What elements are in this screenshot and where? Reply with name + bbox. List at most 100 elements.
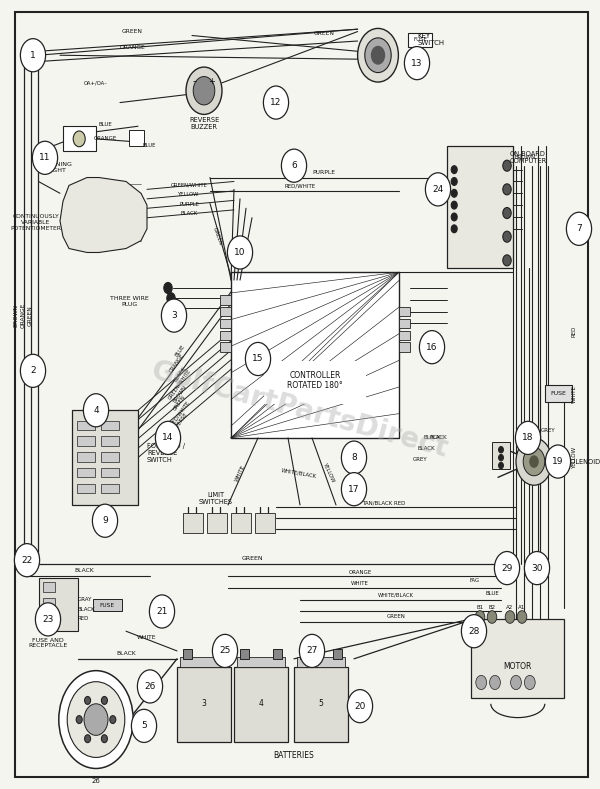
FancyBboxPatch shape [77, 468, 95, 477]
FancyBboxPatch shape [101, 452, 119, 462]
Circle shape [32, 141, 58, 174]
FancyBboxPatch shape [183, 649, 192, 659]
FancyBboxPatch shape [399, 319, 410, 328]
Circle shape [451, 213, 457, 221]
Text: 18: 18 [522, 433, 534, 443]
Circle shape [20, 39, 46, 72]
Circle shape [524, 675, 535, 690]
FancyBboxPatch shape [220, 295, 231, 305]
Text: BLUE: BLUE [143, 144, 156, 148]
FancyBboxPatch shape [101, 484, 119, 493]
Text: GREY: GREY [541, 428, 555, 432]
Text: BLACK: BLACK [78, 607, 95, 611]
Text: 9: 9 [102, 516, 108, 525]
Text: BLACK: BLACK [181, 211, 197, 216]
Text: KEY
SWITCH: KEY SWITCH [417, 33, 444, 46]
Text: BLACK: BLACK [116, 651, 136, 656]
Circle shape [281, 149, 307, 182]
Text: 5: 5 [141, 721, 147, 731]
Text: RED/WHITE: RED/WHITE [170, 399, 190, 426]
Text: 8: 8 [351, 453, 357, 462]
FancyBboxPatch shape [129, 130, 144, 146]
Text: REVERSE: REVERSE [171, 411, 189, 433]
Circle shape [451, 189, 457, 197]
Circle shape [503, 255, 511, 266]
Circle shape [451, 178, 457, 185]
Text: GREEN: GREEN [28, 305, 32, 326]
FancyBboxPatch shape [177, 667, 231, 742]
Text: GREEN: GREEN [122, 29, 142, 34]
Text: BROWN: BROWN [514, 155, 536, 160]
FancyBboxPatch shape [220, 319, 231, 328]
Text: OA+/OA–: OA+/OA– [84, 80, 108, 85]
FancyBboxPatch shape [77, 452, 95, 462]
Text: WHITE: WHITE [234, 464, 246, 483]
Text: 15: 15 [252, 354, 264, 364]
FancyBboxPatch shape [220, 342, 231, 352]
Circle shape [371, 46, 385, 65]
Circle shape [84, 704, 108, 735]
Circle shape [92, 504, 118, 537]
Text: A2: A2 [506, 605, 514, 610]
Circle shape [461, 615, 487, 648]
Text: YELLOW: YELLOW [178, 193, 200, 197]
FancyBboxPatch shape [408, 33, 432, 47]
Text: ORANGE: ORANGE [20, 303, 25, 328]
FancyBboxPatch shape [240, 649, 249, 659]
Circle shape [101, 735, 107, 742]
Text: GREEN: GREEN [386, 615, 406, 619]
Circle shape [487, 611, 497, 623]
Text: –: – [193, 77, 197, 86]
FancyBboxPatch shape [43, 598, 55, 608]
Text: GREEN: GREEN [241, 556, 263, 561]
Text: BLACK: BLACK [423, 436, 441, 440]
Circle shape [566, 212, 592, 245]
Circle shape [476, 675, 487, 690]
Text: 22: 22 [22, 555, 32, 565]
Text: 25: 25 [220, 646, 230, 656]
FancyBboxPatch shape [15, 12, 588, 777]
Circle shape [76, 716, 82, 724]
Circle shape [164, 303, 172, 314]
Circle shape [425, 173, 451, 206]
Text: PURPLE: PURPLE [313, 170, 335, 174]
Circle shape [186, 67, 222, 114]
Text: ORANGE: ORANGE [119, 45, 145, 50]
Circle shape [85, 735, 91, 742]
Circle shape [503, 184, 511, 195]
Text: BLACK: BLACK [74, 568, 94, 573]
Circle shape [347, 690, 373, 723]
Text: WHITE: WHITE [137, 635, 157, 640]
Text: GREEN/WHITE: GREEN/WHITE [170, 183, 208, 188]
Text: 16: 16 [426, 342, 438, 352]
Text: 7: 7 [576, 224, 582, 234]
FancyBboxPatch shape [207, 513, 227, 533]
Text: 13: 13 [411, 58, 423, 68]
Circle shape [85, 697, 91, 705]
FancyBboxPatch shape [333, 649, 342, 659]
Circle shape [341, 441, 367, 474]
Circle shape [341, 473, 367, 506]
Circle shape [137, 670, 163, 703]
FancyBboxPatch shape [264, 361, 366, 404]
Circle shape [524, 552, 550, 585]
Text: 29: 29 [502, 563, 512, 573]
Text: BLUE: BLUE [485, 591, 499, 596]
Circle shape [499, 454, 503, 461]
Text: B2: B2 [488, 605, 496, 610]
Circle shape [101, 697, 107, 705]
FancyBboxPatch shape [492, 442, 510, 469]
Text: RED/WHITE: RED/WHITE [284, 184, 316, 189]
FancyBboxPatch shape [273, 649, 282, 659]
Text: 5: 5 [319, 699, 323, 709]
Circle shape [155, 421, 181, 454]
Text: 21: 21 [157, 607, 167, 616]
Text: GREY: GREY [413, 457, 427, 462]
FancyBboxPatch shape [231, 513, 251, 533]
Text: CONTINUOUSLY
VARIABLE
POTENTIOMETER: CONTINUOUSLY VARIABLE POTENTIOMETER [11, 214, 62, 231]
Circle shape [529, 455, 539, 468]
Circle shape [67, 682, 125, 757]
Text: 4: 4 [259, 699, 263, 709]
Circle shape [167, 293, 175, 304]
Text: LIMIT
SWITCHES: LIMIT SWITCHES [199, 492, 233, 505]
